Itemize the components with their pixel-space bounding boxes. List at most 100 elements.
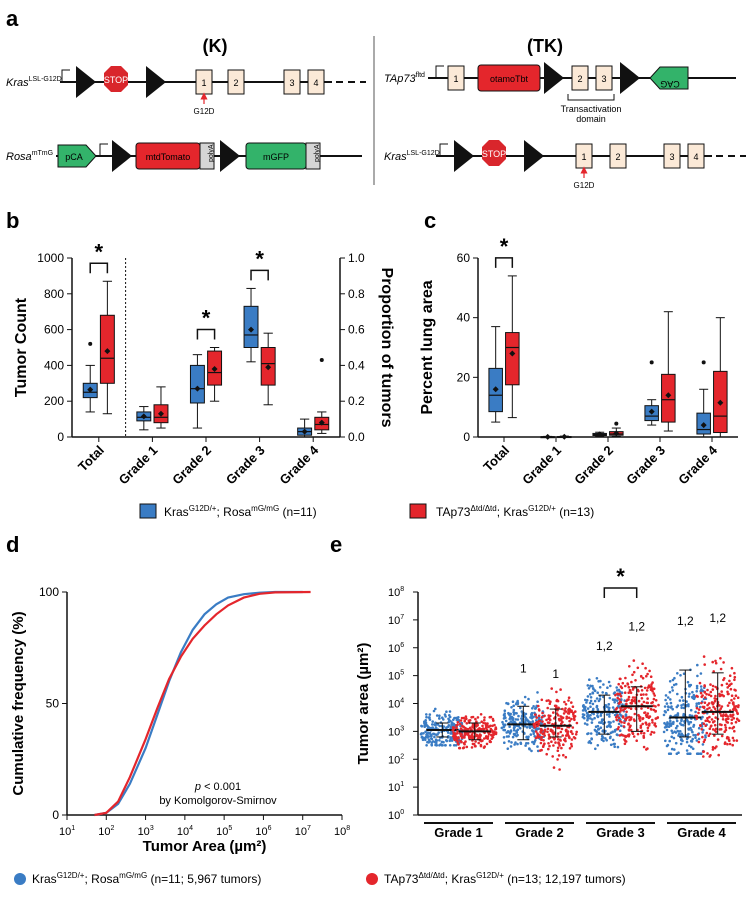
chart-e-dot — [484, 725, 488, 729]
chart-e-dot — [637, 689, 640, 693]
chart-e-dot — [611, 738, 615, 742]
chart-e-dot — [436, 733, 439, 736]
chart-e-dot — [608, 736, 612, 740]
chart-e-dot — [523, 703, 527, 706]
chart-e-dot — [654, 705, 657, 708]
transactivation-label-2: domain — [576, 114, 606, 124]
exon-2-label: 2 — [615, 152, 620, 162]
chart-e-dot — [420, 732, 423, 736]
chart-e-dot — [616, 692, 619, 696]
chart-e-dot — [430, 737, 434, 741]
chart-e-dot — [464, 726, 467, 730]
chart-e-dot — [445, 726, 448, 729]
chart-e-dot — [536, 724, 540, 727]
chart-e-dot — [730, 722, 733, 725]
chart-e-dot — [478, 735, 481, 739]
chart-e-dot — [573, 718, 576, 722]
chart-e-dot — [449, 736, 453, 739]
chart-e-dot — [611, 706, 615, 709]
chart-e-dot — [644, 721, 648, 725]
chart-e-dot — [567, 716, 571, 720]
chart-e-dot — [644, 666, 647, 670]
chart-e-dot — [599, 714, 603, 717]
pca-promoter-icon — [57, 144, 97, 168]
chart-e-dot — [506, 730, 510, 733]
chart-e-dot — [682, 706, 686, 710]
chart-e-dot — [425, 715, 428, 719]
chart-e-dot — [479, 743, 483, 747]
chart-e-dot — [551, 755, 554, 758]
chart-e-dot — [675, 752, 679, 755]
chart-e-dot — [516, 728, 520, 731]
chart-e-dot — [500, 726, 504, 730]
chart-e-dot — [552, 766, 556, 769]
chart-e-dot — [706, 703, 709, 707]
chart-e-dot — [586, 707, 590, 710]
chart-e-dot — [616, 745, 620, 749]
chart-e-dot — [557, 726, 560, 729]
loxp-triangle-icon — [544, 62, 564, 94]
chart-e-dot — [704, 734, 707, 737]
chart-e-dot — [588, 701, 592, 705]
chart-e-dot — [706, 716, 709, 720]
chart-e-dot — [429, 734, 433, 738]
chart-e-dot — [638, 717, 641, 720]
chart-c-x-tick-label: Grade 1 — [519, 443, 564, 488]
chart-e-dot — [440, 740, 444, 744]
chart-e-dot — [586, 723, 589, 726]
exon-1 — [447, 65, 465, 91]
chart-e-dot — [701, 715, 704, 719]
chart-e-dot — [652, 692, 656, 695]
chart-e-dot — [646, 686, 650, 689]
exon-4 — [307, 69, 325, 95]
chart-e-dot — [652, 708, 656, 712]
chart-e-dot — [513, 743, 516, 746]
chart-e-dot — [586, 714, 589, 718]
chart-e-dot — [616, 727, 620, 731]
chart-e-dot — [568, 736, 571, 740]
chart-e-annotation: 1 — [520, 661, 527, 675]
chart-e-dot — [625, 710, 628, 714]
chart-e-dot — [493, 723, 496, 727]
chart-e-dot — [726, 715, 729, 718]
chart-e-dot — [714, 659, 717, 663]
chart-e-dot — [627, 733, 630, 737]
chart-e-dot — [430, 741, 434, 744]
chart-e-dot — [710, 724, 713, 728]
chart-e-dot — [702, 722, 706, 725]
exon-1-label: 1 — [201, 78, 206, 88]
chart-e-dot — [490, 737, 494, 740]
chart-e-dot — [431, 723, 434, 726]
chart-e-dot — [483, 718, 486, 722]
chart-e-dot — [724, 726, 728, 729]
chart-e-dot — [637, 715, 641, 718]
chart-e-dot — [473, 745, 477, 748]
chart-e-dot — [589, 699, 593, 703]
chart-e-dot — [708, 755, 711, 758]
chart-e-dot — [597, 699, 601, 703]
chart-e-dot — [685, 749, 689, 752]
chart-e-dot — [582, 713, 586, 717]
loxp-label: loxP — [537, 159, 554, 177]
chart-c-y-tick-label: 60 — [457, 251, 471, 265]
chart-e-dot — [479, 727, 482, 731]
chart-e-dot — [676, 672, 679, 675]
panel-label-e: e — [330, 532, 342, 557]
chart-e-dot — [651, 718, 654, 722]
chart-c-mean-marker — [717, 399, 724, 406]
chart-e-dot — [516, 718, 520, 721]
chart-e-dot — [617, 688, 621, 692]
tk-kras-allele: KrasLSL-G12D loxP STOP loxP 1 2 3 4 G12D — [384, 140, 746, 190]
chart-e-dot — [607, 721, 611, 724]
chart-e-dot — [654, 717, 658, 720]
chart-e-dot — [665, 725, 668, 728]
panel-label-b: b — [6, 208, 19, 233]
chart-e-dot — [726, 692, 730, 696]
chart-e-dot — [615, 686, 618, 689]
chart-e-dot — [512, 710, 515, 714]
chart-e-dot — [552, 744, 555, 747]
chart-e-dot — [595, 677, 599, 680]
chart-e-dot — [605, 739, 608, 742]
chart-b-mean-marker — [211, 365, 218, 372]
chart-e-dot — [736, 696, 740, 699]
